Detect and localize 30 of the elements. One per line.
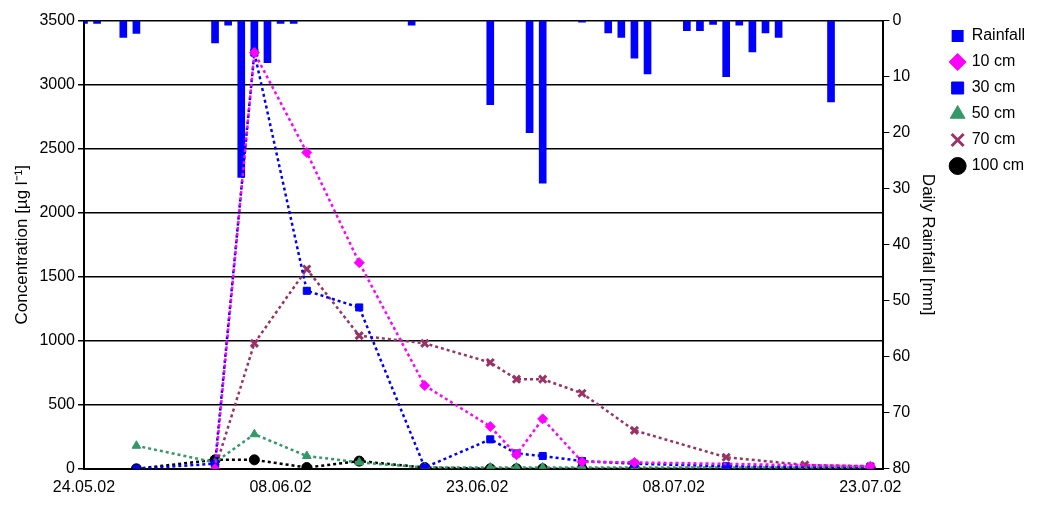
- y-tick-label: 500: [48, 395, 76, 413]
- x-tick-label: 23.07.02: [839, 477, 902, 495]
- y-tick-label: 0: [66, 459, 76, 477]
- legend-label: 10 cm: [971, 52, 1016, 70]
- x-tick-label: 08.07.02: [642, 477, 705, 495]
- y2-tick-label: 60: [892, 347, 911, 365]
- y-axis-title: Concentration [µg l⁻¹]: [11, 164, 31, 325]
- y2-tick-label: 80: [892, 459, 911, 477]
- y2-tick-label: 30: [892, 179, 911, 197]
- legend-label: Rainfall: [971, 26, 1025, 44]
- x-tick-label: 24.05.02: [52, 477, 116, 495]
- y-tick-label: 1000: [39, 331, 76, 349]
- y2-tick-label: 40: [892, 235, 911, 253]
- y2-tick-label: 70: [892, 403, 911, 421]
- legend-label: 50 cm: [971, 104, 1016, 122]
- y-tick-label: 3500: [39, 11, 76, 29]
- x-tick-label: 08.06.02: [249, 477, 312, 495]
- legend-label: 100 cm: [971, 156, 1025, 174]
- y2-tick-label: 20: [892, 123, 911, 141]
- y-tick-label: 2000: [39, 203, 76, 221]
- y2-tick-label: 50: [892, 291, 911, 309]
- y2-tick-label: 0: [892, 11, 902, 29]
- y-tick-label: 2500: [39, 139, 76, 157]
- legend-label: 70 cm: [971, 130, 1016, 148]
- y-tick-label: 1500: [39, 267, 76, 285]
- x-tick-label: 23.06.02: [446, 477, 509, 495]
- legend-label: 30 cm: [971, 78, 1016, 96]
- y-tick-label: 3000: [39, 75, 76, 93]
- y2-tick-label: 10: [892, 67, 911, 85]
- y2-axis-title: Daily Rainfall [mm]: [918, 173, 938, 316]
